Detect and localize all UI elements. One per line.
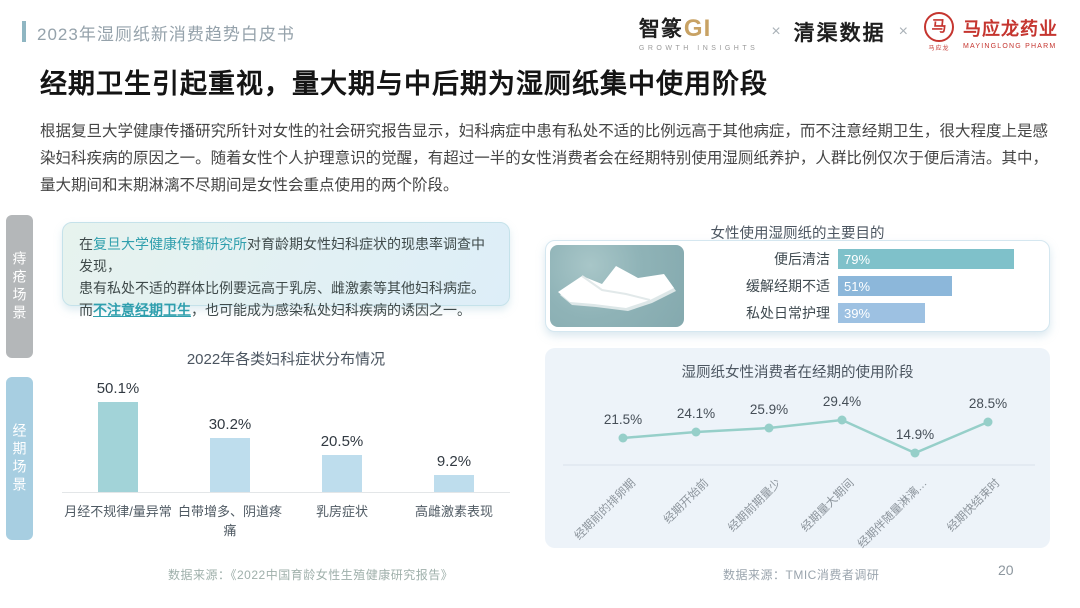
symptom-chart-plot: 50.1% 30.2% 20.5% 9.2% [62,375,510,493]
line-data-point [764,423,774,433]
purpose-label: 私处日常护理 [746,305,830,321]
symptom-chart-title: 2022年各类妇科症状分布情况 [186,351,386,368]
purpose-bar: 79% [838,249,1014,269]
bar-value-label: 9.2% [436,453,472,470]
mayinglong-seal-caption: 马应龙 [928,46,950,52]
line-data-point [837,415,847,425]
bar-value-label: 50.1% [96,380,140,397]
purpose-panel: 便后清洁 79% 缓解经期不适 51% 私处日常护理 39% [545,240,1050,332]
zhizhuan-logo-text: 智篆 [638,17,683,41]
symptom-bar [322,455,362,492]
mayinglong-logo-text: 马应龙药业 [963,18,1058,39]
page-title: 经期卫生引起重视，量大期与中后期为湿厕纸集中使用阶段 [40,62,772,105]
callout-text: 而 [79,302,93,318]
line-chart-title: 湿厕纸女性消费者在经期的使用阶段 [681,365,914,381]
purpose-chart-title: 女性使用湿厕纸的主要目的 [710,226,885,242]
bar-category-label: 高雌激素表现 [414,504,493,519]
data-source-right: 数据来源：TMIC消费者调研 [723,568,880,582]
line-data-point [983,417,993,427]
bar-value-label: 20.5% [320,433,364,450]
purpose-bar-value: 39% [844,305,871,321]
purpose-label: 缓解经期不适 [746,278,830,294]
line-value-label: 25.9% [749,402,789,417]
purpose-row: 私处日常护理 39% [690,303,1045,323]
cross-separator: × [771,23,781,40]
purpose-row: 便后清洁 79% [690,249,1045,269]
purpose-rows: 便后清洁 79% 缓解经期不适 51% 私处日常护理 39% [684,249,1045,323]
data-source-left: 数据来源：《2022中国育龄女性生殖健康研究报告》 [168,568,454,582]
symptom-chart-categories: 月经不规律/量异常 白带增多、阴道疼痛 乳房症状 高雌激素表现 [62,501,510,539]
zhizhuan-logo-subtext: GROWTH INSIGHTS [638,44,759,52]
wet-wipe-image [550,245,684,327]
line-data-point [618,433,628,443]
purpose-row: 缓解经期不适 51% [690,276,1045,296]
line-value-label: 29.4% [822,394,862,409]
line-value-label: 14.9% [895,427,935,442]
callout-text: ，也可能成为感染私处妇科疾病的诱因之一。 [191,302,471,318]
line-data-point [691,427,701,437]
line-value-label: 24.1% [676,406,716,421]
symptom-bar [210,438,250,492]
purpose-bar: 51% [838,276,952,296]
bar-category-label: 乳房症状 [315,504,368,519]
purpose-bar-value: 79% [844,251,871,267]
callout-highlight-hygiene: 不注意经期卫生 [93,302,191,318]
line-value-label: 21.5% [603,412,643,427]
symptom-bar-group: 9.2% [398,375,510,492]
symptom-bar-chart: 2022年各类妇科症状分布情况 50.1% 30.2% 20.5% 9.2% 月经不规… [62,348,510,538]
body-paragraph: 根据复旦大学健康传播研究所针对女性的社会研究报告显示，妇科病症中患有私处不适的比… [40,123,1048,194]
header-accent-bar [22,21,26,42]
zhizhuan-gi-text: GI [683,14,712,42]
line-value-label: 28.5% [968,396,1008,411]
sidebar-tab-period-scene[interactable]: 经期场景 [6,377,33,540]
bar-category-label: 月经不规律/量异常 [64,504,172,519]
line-chart-plot [563,415,1035,466]
callout-text: 对育龄期女性妇科症状的现患率调查中发现， [79,236,485,274]
callout-text: 在 [79,236,93,252]
callout-text: 患有私处不适的群体比例要远高于乳房、雌激素等其他妇科病症。 [79,280,485,296]
symptom-bar-group: 50.1% [62,375,174,492]
symptom-bar-group: 20.5% [286,375,398,492]
document-title: 2023年湿厕纸新消费趋势白皮书 [37,25,295,44]
mayinglong-logo-subtext: MAYINGLONG PHARM [963,42,1057,50]
mayinglong-seal-icon: 马 马应龙 [921,12,957,52]
symptom-bar [98,402,138,492]
bar-value-label: 30.2% [208,416,252,433]
symptom-bar [434,475,474,492]
callout-highlight-institute: 复旦大学健康传播研究所 [93,236,247,252]
line-data-point [910,448,920,458]
period-stage-line-chart: 湿厕纸女性消费者在经期的使用阶段 21.5% 经期前的排卵期 24.1% 经期开始前 2… [545,348,1050,551]
zhizhuan-logo: 智篆GI GROWTH INSIGHTS [639,13,758,52]
qingqu-logo: 清渠数据 [793,22,886,45]
purpose-bar-value: 51% [844,278,871,294]
purpose-label: 便后清洁 [774,251,830,267]
page-number: 20 [998,562,1014,578]
bar-category-label: 白带增多、阴道疼痛 [177,504,282,538]
brand-logos: 智篆GI GROWTH INSIGHTS × 清渠数据 × 马 马应龙 马应龙药… [639,12,1058,52]
mayinglong-logo: 马 马应龙 马应龙药业 MAYINGLONG PHARM [921,12,1058,52]
symptom-bar-group: 30.2% [174,375,286,492]
sidebar-tab-hemorrhoid-scene[interactable]: 痔疮场景 [6,215,33,358]
purpose-bar: 39% [838,303,925,323]
cross-separator: × [898,23,908,40]
research-callout: 在复旦大学健康传播研究所对育龄期女性妇科症状的现患率调查中发现， 患有私处不适的… [62,222,510,318]
